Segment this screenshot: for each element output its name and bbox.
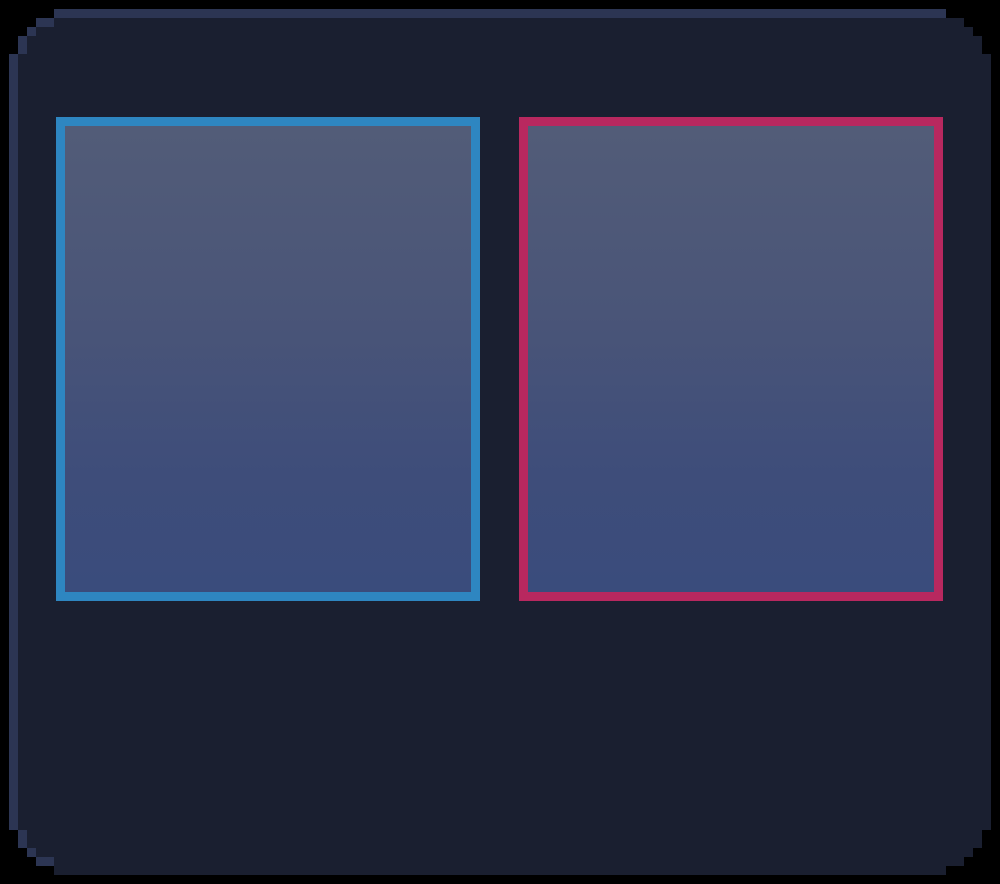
panel-bevel-top [54, 9, 946, 18]
panel-bevel-corner [18, 830, 27, 848]
slot-right-pink[interactable] [519, 117, 943, 601]
panel-bevel-left [9, 54, 18, 830]
panel-bevel-corner [36, 857, 54, 866]
panel-bevel-corner [18, 36, 27, 54]
panel-bevel-corner [27, 848, 36, 857]
panel-bevel-corner [36, 18, 54, 27]
panel-bevel-corner [27, 27, 36, 36]
slot-left-blue[interactable] [56, 117, 480, 601]
